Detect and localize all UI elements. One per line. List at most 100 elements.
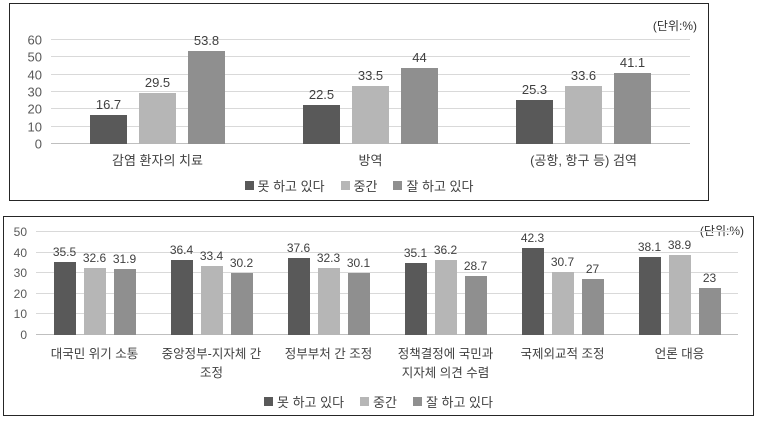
bar-value-label: 38.1: [637, 239, 662, 254]
bar: 35.1: [404, 246, 427, 335]
bar-group: 36.4 33.4 30.2: [153, 232, 270, 335]
y-axis-tick-label: 20: [27, 101, 42, 117]
bar-value-label: 53.8: [193, 32, 220, 48]
bar-value-label: 35.1: [403, 245, 428, 260]
y-axis-tick-label: 30: [27, 84, 42, 100]
bar: 22.5: [303, 87, 340, 144]
y-axis-tick-label: 0: [34, 136, 42, 152]
y-axis-tick-label: 40: [27, 67, 42, 83]
legend-item: 중간: [360, 392, 397, 411]
bar: 25.3: [516, 82, 553, 144]
gridline: [51, 56, 690, 58]
bar-value-label: 30.7: [550, 254, 575, 269]
category-label: 언론 대응: [654, 347, 705, 361]
legend-item: 중간: [340, 176, 378, 195]
bar: 53.8: [188, 33, 225, 144]
bar: 30.7: [551, 255, 574, 335]
bar: 42.3: [521, 231, 544, 335]
bar: 16.7: [90, 97, 127, 144]
category-labels: 대국민 위기 소통 중앙정부-지자체 간 조정 정부부처 간 조정 정책결정에 국민과…: [36, 345, 738, 383]
bar-value-label: 31.9: [112, 252, 137, 267]
chart-government-coordination: (단위:%) 0 10 20 30 40 50 35.5 32.6 31.9 36.4 33.4 30…: [3, 216, 754, 416]
units-label: (단위:%): [652, 19, 697, 33]
bar-value-label: 32.3: [316, 251, 341, 266]
legend-label: 잘 하고 있다: [406, 179, 474, 194]
bar-value-label: 33.4: [199, 249, 224, 264]
bar: 37.6: [287, 241, 310, 335]
legend-item: 잘 하고 있다: [393, 176, 473, 195]
legend-label: 잘 하고 있다: [425, 395, 493, 410]
bar: 23: [698, 271, 721, 335]
gridline: [51, 73, 690, 75]
legend: 못 하고 있다 중간 잘 하고 있다: [10, 176, 708, 195]
legend-label: 중간: [373, 395, 397, 410]
bar: 27: [581, 262, 604, 335]
bar: 32.3: [317, 251, 340, 335]
bar: 29.5: [139, 75, 176, 144]
bar: 33.5: [352, 68, 389, 144]
bar-group: 38.1 38.9 23: [621, 232, 738, 335]
category-label: 정부부처 간 조정: [284, 347, 373, 361]
bar-value-label: 36.2: [433, 243, 458, 258]
gridline: [36, 251, 738, 253]
legend-swatch: [264, 397, 273, 406]
y-axis-tick-label: 40: [13, 245, 27, 260]
legend-swatch: [360, 397, 370, 406]
legend-swatch: [340, 181, 350, 190]
bar-value-label: 36.4: [169, 243, 194, 258]
bar-value-label: 30.1: [346, 256, 371, 270]
bar-value-label: 27: [585, 262, 600, 277]
bar-value-label: 33.5: [357, 67, 384, 83]
bar-value-label: 23: [702, 270, 717, 285]
chart-epidemic-response: (단위:%) 0 10 20 30 40 50 60 16.7 29.5 53.8 22.5 33.5…: [9, 3, 709, 201]
bar: 38.9: [668, 238, 691, 335]
bar-value-label: 38.9: [667, 237, 692, 252]
category-label: (공항, 항구 등) 검역: [530, 153, 637, 168]
plot-area: 0 10 20 30 40 50 35.5 32.6 31.9 36.4 33.4 30.2 37.6 3…: [14, 226, 738, 341]
bar-group: 42.3 30.7 27: [504, 231, 621, 335]
legend-item: 못 하고 있다: [244, 176, 325, 195]
y-axis-tick-label: 10: [13, 307, 27, 322]
gridline: [36, 313, 738, 315]
legend-item: 못 하고 있다: [264, 392, 344, 411]
bar-value-label: 41.1: [619, 54, 646, 70]
y-axis-tick-label: 0: [20, 328, 27, 342]
bar: 38.1: [638, 240, 661, 335]
bar: 36.4: [170, 243, 193, 335]
bar-value-label: 35.5: [52, 244, 77, 259]
bar-value-label: 33.6: [570, 67, 597, 83]
y-axis-tick-label: 20: [13, 286, 27, 301]
bar-value-label: 28.7: [463, 258, 488, 273]
bar-value-label: 29.5: [144, 74, 171, 90]
bar: 28.7: [464, 259, 487, 335]
legend-label: 못 하고 있다: [277, 395, 345, 410]
category-label: 방역: [358, 153, 383, 168]
category-label: 감염 환자의 치료: [112, 153, 203, 168]
bar-value-label: 32.6: [82, 250, 107, 265]
legend-swatch: [412, 397, 422, 406]
bar-value-label: 16.7: [95, 97, 122, 113]
bar-group: 35.5 32.6 31.9: [36, 232, 153, 335]
bar: 30.1: [347, 256, 370, 335]
bar-value-label: 44: [412, 49, 427, 65]
bar: 32.6: [83, 251, 106, 335]
bar-value-label: 30.2: [229, 255, 254, 270]
gridline: [36, 231, 738, 232]
bar: 44: [401, 50, 438, 144]
legend-label: 못 하고 있다: [257, 179, 325, 194]
bar-group: 25.3 33.6 41.1: [477, 40, 690, 144]
bar-group: 22.5 33.5 44: [264, 40, 477, 144]
bar-group: 37.6 32.3 30.1: [270, 232, 387, 335]
y-axis-tick-label: 60: [27, 32, 42, 48]
category-label: 대국민 위기 소통: [50, 347, 139, 361]
category-labels: 감염 환자의 치료 방역 (공항, 항구 등) 검역: [51, 151, 690, 171]
bar-value-label: 37.6: [286, 240, 311, 255]
y-axis-tick-label: 50: [13, 225, 27, 239]
plot-area: 0 10 20 30 40 50 60 16.7 29.5 53.8 22.5 33.5 44 25.3 3…: [28, 33, 690, 151]
y-axis-tick-label: 30: [13, 266, 27, 281]
bar: 33.4: [200, 249, 223, 335]
legend-item: 잘 하고 있다: [412, 392, 493, 411]
bar-group: 35.1 36.2 28.7: [387, 232, 504, 335]
bar-groups: 16.7 29.5 53.8 22.5 33.5 44 25.3 33.6 41.1: [51, 33, 690, 144]
legend-label: 중간: [353, 179, 378, 194]
